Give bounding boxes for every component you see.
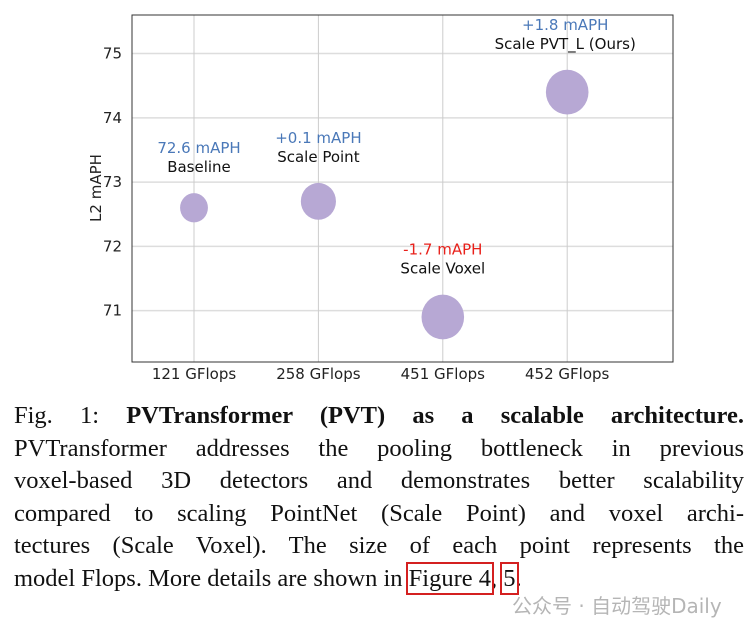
grid <box>132 15 673 362</box>
bubble-point <box>421 294 465 340</box>
caption-line: PVTransformer addresses the pooling bott… <box>14 434 744 462</box>
caption-line: compared to scaling PointNet (Scale Poin… <box>14 499 744 527</box>
point-delta-label: +0.1 mAPH <box>275 129 361 147</box>
plot-frame <box>131 14 674 363</box>
y-tick-label: 74 <box>103 109 122 127</box>
caption-line: tectures (Scale Voxel). The size of each… <box>14 532 744 559</box>
x-tick-label: 452 GFlops <box>525 365 610 383</box>
caption-title: PVTransformer (PVT) as a scalable archit… <box>126 402 744 429</box>
caption-line: voxel-based 3D detectors and demonstrate… <box>14 467 744 494</box>
point-delta-label: -1.7 mAPH <box>403 241 482 259</box>
caption-line: model Flops. More details are shown in <box>14 564 409 592</box>
bubble-point <box>180 193 208 223</box>
point-delta-label: +1.8 mAPH <box>522 16 608 34</box>
point-label: Baseline <box>167 158 231 176</box>
y-tick-label: 73 <box>103 173 122 191</box>
bubble-point <box>300 182 336 220</box>
y-tick-label: 72 <box>103 237 122 255</box>
caption-end: . <box>515 564 522 592</box>
x-tick-label: 451 GFlops <box>401 365 486 383</box>
y-tick-label: 75 <box>103 45 122 63</box>
bubble-chart: 71 72 73 74 75 121 GFlops 258 GFlops 451 GFlops… <box>87 14 674 383</box>
caption-sep: , <box>491 564 504 592</box>
caption-prefix: Fig. 1: <box>14 402 127 429</box>
figure-5-link[interactable]: 5 <box>500 561 519 595</box>
point-delta-label: 72.6 mAPH <box>157 139 240 157</box>
point-label: Scale Point <box>277 148 359 166</box>
figure-caption: Fig. 1: PVTransformer (PVT) as a scalabl… <box>14 400 744 595</box>
point-label: Scale Voxel <box>400 260 485 278</box>
y-tick-label: 71 <box>103 302 122 320</box>
x-tick-label: 121 GFlops <box>152 365 237 383</box>
watermark: 公众号 · 自动驾驶Daily <box>512 594 722 618</box>
figure-4-link[interactable]: Figure 4 <box>405 561 495 595</box>
point-label: Scale PVT_L (Ours) <box>495 35 636 54</box>
bubble-point <box>545 69 589 115</box>
x-tick-label: 258 GFlops <box>276 365 361 383</box>
y-axis-label: L2 mAPH <box>87 154 105 222</box>
